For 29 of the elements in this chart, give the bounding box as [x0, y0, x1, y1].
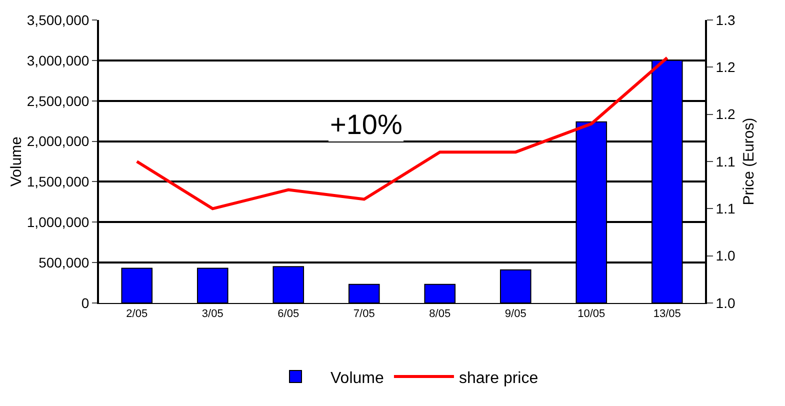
y-axis-title: Volume [8, 136, 25, 187]
y2-axis-title: Price (Euros) [740, 118, 758, 206]
y-tick-label: 3,000,000 [26, 52, 90, 68]
y-tick-label: 1,500,000 [26, 174, 90, 190]
legend-label: share price [458, 370, 538, 387]
y-tick-label: 1,000,000 [26, 214, 90, 230]
x-tick-label: 10/05 [578, 308, 606, 320]
y-tick-label: 0 [81, 294, 90, 311]
x-tick-label: 3/05 [202, 308, 224, 320]
y2-tick-label: 1.0 [716, 294, 736, 311]
y2-tick-label: 1.3 [716, 12, 736, 28]
legend-label: Volume [330, 370, 384, 387]
y-tick-label: 500,000 [38, 254, 90, 270]
y2-tick-label: 1.1 [716, 153, 736, 170]
x-tick-label: 7/05 [353, 308, 375, 320]
y2-tick-label: 1.1 [716, 200, 736, 217]
y2-tick-label: 1.2 [716, 106, 736, 122]
y2-tick-label: 1.2 [716, 59, 736, 76]
x-tick-label: 6/05 [278, 308, 300, 320]
y-tick-label: 2,000,000 [26, 133, 90, 150]
y2-tick-label: 1.0 [716, 248, 736, 264]
x-tick-label: 8/05 [429, 308, 451, 320]
x-tick-label: 2/05 [126, 308, 148, 320]
x-tick-label: 9/05 [504, 308, 526, 320]
x-tick-label: 13/05 [653, 308, 681, 320]
y-tick-label: 3,500,000 [26, 12, 90, 28]
line-series [135, 56, 669, 210]
annotation: +10% [330, 109, 402, 140]
y-tick-label: 2,500,000 [26, 92, 90, 109]
